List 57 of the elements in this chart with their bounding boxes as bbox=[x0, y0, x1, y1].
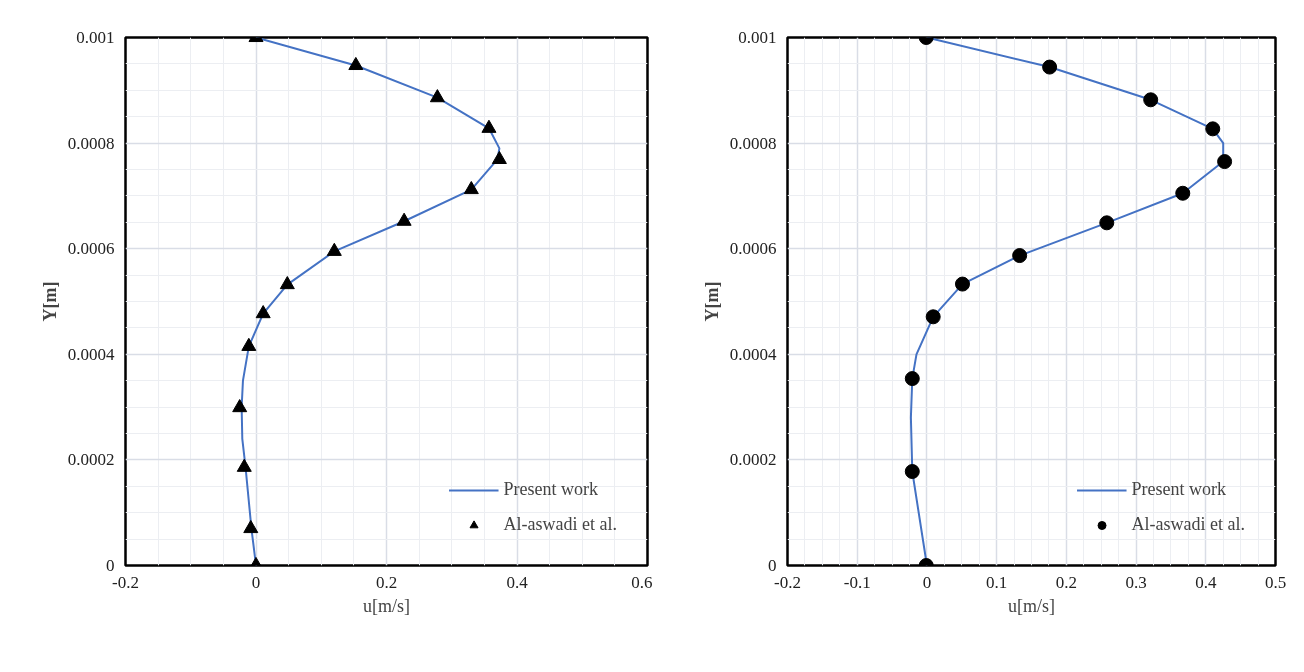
x-tick-label: 0.2 bbox=[1055, 572, 1077, 592]
y-tick-label: 0.0006 bbox=[729, 239, 777, 259]
point bbox=[1175, 185, 1191, 201]
x-axis-title: u[m/s] bbox=[1008, 595, 1055, 616]
point bbox=[925, 309, 941, 325]
y-tick-label: 0 bbox=[768, 556, 777, 575]
point bbox=[255, 305, 271, 319]
x-tick-label: -0.2 bbox=[112, 572, 139, 592]
point bbox=[1012, 248, 1028, 264]
point bbox=[481, 119, 497, 133]
legend-label: Present work bbox=[503, 479, 599, 500]
point bbox=[1205, 121, 1221, 137]
point bbox=[236, 458, 252, 472]
x-tick-label: 0.4 bbox=[506, 572, 529, 592]
point bbox=[954, 276, 970, 292]
x-tick-label: 0 bbox=[251, 572, 261, 592]
point bbox=[1143, 92, 1159, 108]
point bbox=[429, 89, 445, 103]
point bbox=[1042, 59, 1058, 75]
x-tick-label: -0.2 bbox=[774, 572, 801, 592]
y-tick-label: 0.0006 bbox=[67, 239, 115, 259]
legend-label: Al-aswadi et al. bbox=[1131, 514, 1245, 535]
legend-label: Present work bbox=[1131, 479, 1227, 500]
point bbox=[241, 337, 257, 351]
point bbox=[232, 399, 248, 413]
x-tick-label: 0 bbox=[922, 572, 932, 592]
legend-label: Al-aswadi et al. bbox=[503, 514, 617, 535]
y-axis-title: Y[m] bbox=[39, 281, 60, 322]
point bbox=[1099, 215, 1115, 231]
point bbox=[1217, 154, 1233, 170]
x-tick-label: 0.4 bbox=[1195, 572, 1217, 592]
x-tick-label: 0.5 bbox=[1264, 572, 1287, 592]
point bbox=[396, 212, 412, 226]
point bbox=[243, 519, 259, 534]
x-tick-label: 0.3 bbox=[1125, 572, 1147, 592]
y-tick-label: 0.0002 bbox=[729, 450, 777, 470]
x-tick-label: 0.1 bbox=[986, 572, 1008, 592]
point bbox=[904, 464, 920, 479]
y-tick-label: 0.0008 bbox=[67, 133, 115, 153]
x-tick-label: 0.2 bbox=[375, 572, 398, 592]
point bbox=[904, 371, 920, 387]
y-tick-label: 0.0008 bbox=[729, 133, 777, 153]
point bbox=[491, 150, 507, 165]
y-axis-title: Y[m] bbox=[701, 281, 722, 322]
y-tick-label: 0.0004 bbox=[67, 344, 115, 364]
x-tick-label: -0.1 bbox=[843, 572, 871, 592]
point bbox=[463, 180, 479, 195]
y-tick-label: 0.0002 bbox=[67, 450, 115, 470]
point bbox=[326, 242, 342, 256]
x-tick-label: 0.6 bbox=[631, 572, 653, 592]
y-tick-label: 0.001 bbox=[76, 28, 115, 47]
point bbox=[348, 56, 364, 71]
y-tick-label: 0.001 bbox=[738, 28, 777, 47]
y-tick-label: 0 bbox=[106, 556, 115, 575]
y-tick-label: 0.0004 bbox=[729, 344, 777, 364]
x-axis-title: u[m/s] bbox=[363, 595, 410, 616]
point bbox=[279, 276, 295, 290]
